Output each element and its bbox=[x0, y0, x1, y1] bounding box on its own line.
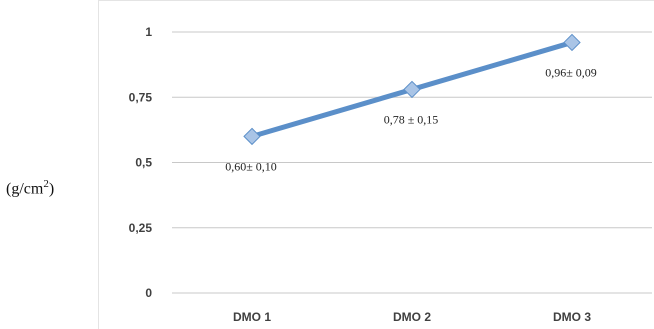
data-point bbox=[563, 33, 581, 52]
y-tick-label: 0,5 bbox=[135, 156, 152, 170]
data-point bbox=[243, 127, 261, 146]
y-tick-label: 0,25 bbox=[129, 221, 153, 235]
data-label: 0,78 ± 0,15 bbox=[384, 112, 439, 126]
x-tick-label: DMO 2 bbox=[393, 310, 431, 324]
y-tick-label: 0,75 bbox=[129, 90, 153, 104]
y-tick-label: 1 bbox=[145, 25, 152, 39]
data-point bbox=[403, 80, 421, 99]
y-axis-label-sup: 2 bbox=[43, 178, 49, 190]
data-label: 0,60± 0,10 bbox=[225, 159, 277, 173]
y-tick-label: 0 bbox=[145, 286, 152, 300]
y-axis-label-close: ) bbox=[48, 180, 55, 198]
x-tick-label: DMO 3 bbox=[553, 310, 591, 324]
chart-frame bbox=[98, 0, 654, 329]
y-axis-label-base: (g/cm bbox=[6, 180, 44, 198]
y-axis-label: (g/cm2) bbox=[6, 178, 54, 198]
data-label: 0,96± 0,09 bbox=[545, 65, 597, 79]
x-tick-label: DMO 1 bbox=[233, 310, 271, 324]
